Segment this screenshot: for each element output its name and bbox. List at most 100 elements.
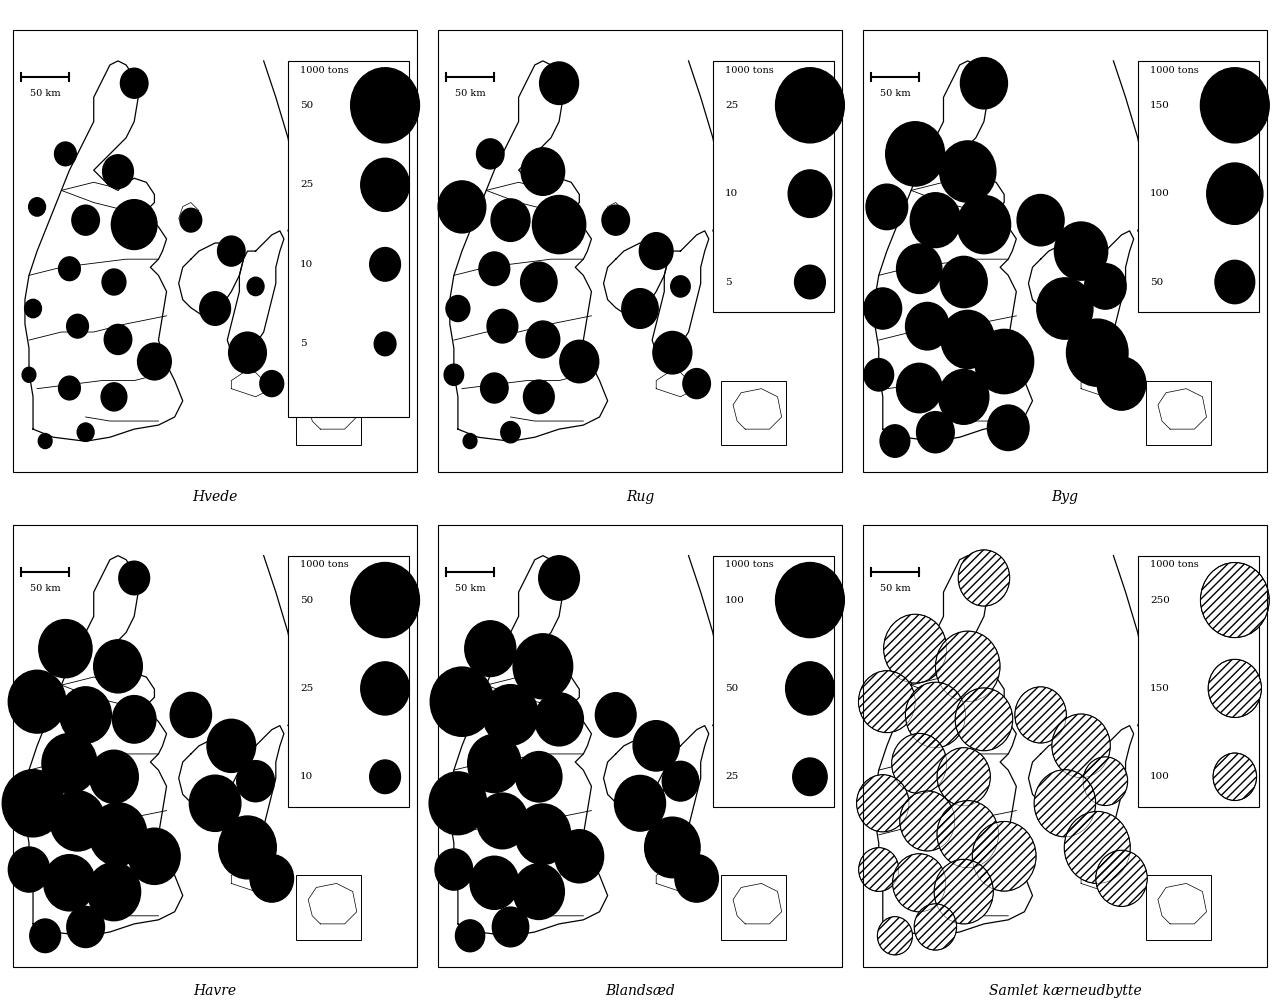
- Text: 1000 tons: 1000 tons: [300, 65, 349, 75]
- Circle shape: [429, 771, 486, 835]
- Circle shape: [42, 733, 97, 794]
- Circle shape: [119, 561, 150, 595]
- Circle shape: [602, 205, 630, 236]
- Circle shape: [229, 332, 266, 374]
- Circle shape: [959, 550, 1010, 606]
- Circle shape: [859, 671, 915, 733]
- Text: 25: 25: [300, 180, 314, 189]
- Circle shape: [463, 434, 477, 448]
- Circle shape: [788, 170, 832, 218]
- Circle shape: [941, 310, 995, 369]
- Bar: [1146, 381, 1211, 445]
- Circle shape: [351, 67, 420, 143]
- Text: 50 km: 50 km: [29, 90, 60, 99]
- Circle shape: [55, 142, 77, 166]
- Text: 150: 150: [1149, 684, 1170, 693]
- Text: Havre: Havre: [193, 985, 237, 998]
- Text: 100: 100: [1149, 772, 1170, 781]
- Circle shape: [1201, 563, 1270, 637]
- Circle shape: [250, 855, 293, 902]
- Bar: [288, 60, 410, 417]
- Circle shape: [896, 364, 942, 413]
- Text: 50: 50: [300, 101, 314, 110]
- Circle shape: [1096, 850, 1147, 906]
- Circle shape: [776, 563, 845, 637]
- Circle shape: [645, 817, 700, 878]
- Circle shape: [792, 758, 827, 796]
- Circle shape: [351, 563, 420, 637]
- Circle shape: [492, 199, 530, 242]
- Circle shape: [856, 774, 909, 832]
- Circle shape: [219, 816, 276, 879]
- Circle shape: [101, 383, 127, 411]
- Text: Hvede: Hvede: [192, 489, 238, 504]
- Text: Byg: Byg: [1051, 489, 1078, 504]
- Circle shape: [535, 693, 584, 746]
- Circle shape: [67, 906, 105, 948]
- Circle shape: [476, 139, 504, 169]
- Circle shape: [67, 314, 88, 338]
- Circle shape: [50, 790, 105, 851]
- Circle shape: [29, 919, 60, 953]
- Circle shape: [937, 747, 991, 806]
- Text: 25: 25: [300, 684, 314, 693]
- Circle shape: [361, 158, 410, 211]
- Circle shape: [521, 148, 564, 195]
- Circle shape: [881, 425, 910, 457]
- Circle shape: [59, 257, 81, 281]
- Circle shape: [900, 790, 955, 851]
- Bar: [296, 381, 361, 445]
- Text: 150: 150: [1149, 101, 1170, 110]
- Circle shape: [859, 848, 899, 891]
- Circle shape: [24, 299, 41, 318]
- Circle shape: [516, 751, 562, 802]
- Circle shape: [653, 331, 691, 374]
- Circle shape: [595, 693, 636, 737]
- Circle shape: [8, 671, 65, 733]
- Circle shape: [864, 358, 893, 391]
- Circle shape: [435, 849, 472, 890]
- Circle shape: [72, 205, 100, 236]
- Circle shape: [540, 62, 579, 105]
- Text: 25: 25: [724, 772, 739, 781]
- Circle shape: [1037, 278, 1093, 339]
- Circle shape: [180, 208, 202, 232]
- Circle shape: [374, 332, 396, 355]
- Circle shape: [500, 422, 520, 443]
- Circle shape: [456, 919, 485, 952]
- Circle shape: [975, 329, 1034, 394]
- Circle shape: [1055, 222, 1107, 280]
- Circle shape: [260, 371, 284, 397]
- Circle shape: [936, 631, 1000, 702]
- Circle shape: [120, 68, 148, 99]
- Text: 1000 tons: 1000 tons: [1149, 560, 1198, 569]
- Circle shape: [113, 696, 156, 743]
- Circle shape: [480, 373, 508, 403]
- Circle shape: [102, 155, 133, 188]
- Circle shape: [218, 236, 244, 266]
- Circle shape: [1034, 769, 1096, 837]
- Circle shape: [445, 295, 470, 321]
- Circle shape: [892, 733, 947, 794]
- Circle shape: [684, 369, 710, 399]
- Text: 1000 tons: 1000 tons: [300, 560, 349, 569]
- Text: 50 km: 50 km: [879, 584, 910, 593]
- Circle shape: [38, 619, 92, 678]
- Circle shape: [896, 244, 942, 293]
- Circle shape: [38, 434, 52, 448]
- Circle shape: [675, 855, 718, 902]
- Circle shape: [941, 257, 987, 308]
- Bar: [1138, 556, 1260, 807]
- Text: 250: 250: [1149, 595, 1170, 604]
- Circle shape: [370, 760, 401, 794]
- Circle shape: [1083, 757, 1128, 806]
- Circle shape: [556, 830, 604, 883]
- Bar: [713, 60, 835, 312]
- Circle shape: [87, 863, 141, 920]
- Bar: [1138, 60, 1260, 312]
- Text: 100: 100: [1149, 189, 1170, 198]
- Text: Blandsæd: Blandsæd: [605, 985, 675, 998]
- Circle shape: [90, 803, 147, 866]
- Circle shape: [483, 685, 539, 745]
- Circle shape: [521, 262, 557, 302]
